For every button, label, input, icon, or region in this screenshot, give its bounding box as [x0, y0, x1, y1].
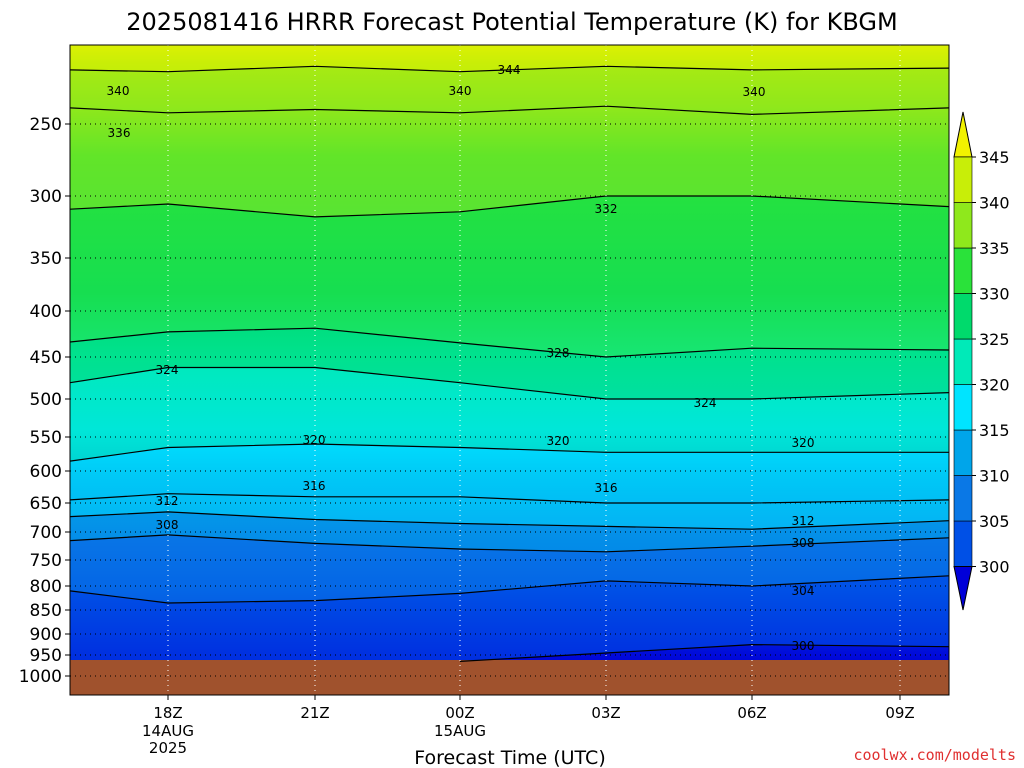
colorbar-label: 315 — [979, 421, 1010, 440]
isentrope-line — [459, 643, 949, 662]
contour-label: 316 — [595, 481, 618, 495]
y-tick-label: 550 — [30, 428, 62, 448]
isentrope-line — [70, 105, 949, 116]
contour-label: 328 — [547, 346, 570, 360]
chart-title: 2025081416 HRRR Forecast Potential Tempe… — [126, 8, 897, 36]
contour-label: 336 — [108, 126, 131, 140]
colorbar-swatch — [953, 202, 973, 249]
y-tick-label: 350 — [30, 249, 62, 269]
colorbar-label: 320 — [979, 376, 1010, 395]
y-tick-label: 600 — [30, 462, 62, 482]
shading-band — [70, 106, 949, 217]
contour-label: 308 — [792, 536, 815, 550]
y-axis: 250 300 350 400 450 500 550 600 650 700 750 800 850 9… — [19, 115, 70, 687]
contour-label: 316 — [303, 479, 326, 493]
colorbar-swatch — [953, 429, 973, 476]
colorbar-swatch — [953, 293, 973, 340]
x-tick-label: 03Z — [591, 704, 620, 722]
y-tick-label: 650 — [30, 494, 62, 514]
colorbar-label: 330 — [979, 285, 1010, 304]
shading-band — [70, 575, 949, 665]
colorbar-swatch — [953, 156, 973, 203]
shading-band — [70, 196, 949, 357]
x-axis-label: Forecast Time (UTC) — [414, 747, 605, 768]
x-tick-sublabel: 15AUG — [434, 722, 486, 740]
y-tick-label: 400 — [30, 302, 62, 322]
contour-label: 332 — [595, 202, 618, 216]
y-tick-label: 900 — [30, 625, 62, 645]
x-tick-label: 09Z — [885, 704, 914, 722]
colorbar-label: 300 — [979, 558, 1010, 577]
x-tick-label: 00Z — [445, 704, 474, 722]
colorbar-label: 335 — [979, 239, 1010, 258]
y-tick-label: 500 — [30, 390, 62, 410]
y-tick-label: 1000 — [19, 667, 62, 687]
y-tick-label: 800 — [30, 577, 62, 597]
shading-band — [70, 66, 949, 115]
y-tick-label: 700 — [30, 523, 62, 543]
isentrope-line — [70, 443, 949, 462]
plot-area: 344 340 340 340 336 332 328 324 324 320 320 320 316 3… — [70, 45, 949, 695]
shading-band — [70, 45, 949, 72]
colorbar-label: 310 — [979, 467, 1010, 486]
x-tick-label: 18Z — [153, 704, 182, 722]
contour-label: 340 — [743, 85, 766, 99]
x-tick-sublabel: 14AUG — [142, 722, 194, 740]
plot-frame — [69, 44, 950, 696]
contour-label: 300 — [792, 639, 815, 653]
colorbar-swatch — [953, 520, 973, 567]
isentrope-line — [70, 366, 949, 400]
contour-label: 312 — [156, 494, 179, 508]
contour-label: 324 — [694, 396, 717, 410]
x-tick-label: 21Z — [300, 704, 329, 722]
isentrope-line — [70, 327, 949, 358]
shading-band — [70, 444, 949, 503]
source-label: coolwx.com/modelts — [853, 746, 1016, 764]
x-tick-label: 06Z — [737, 704, 766, 722]
contour-label: 312 — [792, 514, 815, 528]
grid-lines-x — [167, 45, 901, 695]
isentrope-line — [70, 493, 949, 504]
colorbar-swatch — [953, 247, 973, 294]
contour-labels: 344 340 340 340 336 332 328 324 324 320 320 320 316 3… — [107, 63, 815, 653]
contour-label: 324 — [156, 363, 179, 377]
colorbar-label: 340 — [979, 194, 1010, 213]
colorbar-label: 305 — [979, 512, 1010, 531]
isentrope-line — [70, 511, 949, 530]
y-tick-label: 850 — [30, 601, 62, 621]
shading-band — [70, 534, 949, 603]
colorbar-bottom-triangle — [953, 566, 973, 611]
x-tick-sublabel: 2025 — [149, 739, 187, 757]
colorbar-top-triangle — [953, 111, 973, 158]
contour-label: 344 — [498, 63, 521, 77]
y-tick-label: 950 — [30, 646, 62, 666]
isentrope-line — [70, 534, 949, 553]
colorbar-label: 345 — [979, 148, 1010, 167]
colorbar-label: 325 — [979, 330, 1010, 349]
contour-label: 320 — [547, 434, 570, 448]
shading-band — [70, 328, 949, 399]
isentrope-line — [70, 65, 949, 73]
y-tick-label: 300 — [30, 187, 62, 207]
contour-label: 308 — [156, 518, 179, 532]
y-tick-label: 450 — [30, 348, 62, 368]
shading-band — [70, 367, 949, 462]
contour-label: 320 — [303, 433, 326, 447]
shading-bands — [70, 45, 949, 665]
colorbar-swatch — [953, 338, 973, 385]
ground-surface — [70, 660, 949, 695]
colorbar-swatch — [953, 384, 973, 431]
contour-label: 304 — [792, 584, 815, 598]
contour-label: 340 — [107, 84, 130, 98]
shading-band — [70, 493, 949, 530]
y-tick-label: 750 — [30, 551, 62, 571]
contour-label: 320 — [792, 436, 815, 450]
y-tick-label: 250 — [30, 115, 62, 135]
colorbar-swatch — [953, 475, 973, 522]
colorbar: 300 305 310 315 320 325 330 335 340 345 — [953, 111, 1010, 611]
contour-label: 340 — [449, 84, 472, 98]
